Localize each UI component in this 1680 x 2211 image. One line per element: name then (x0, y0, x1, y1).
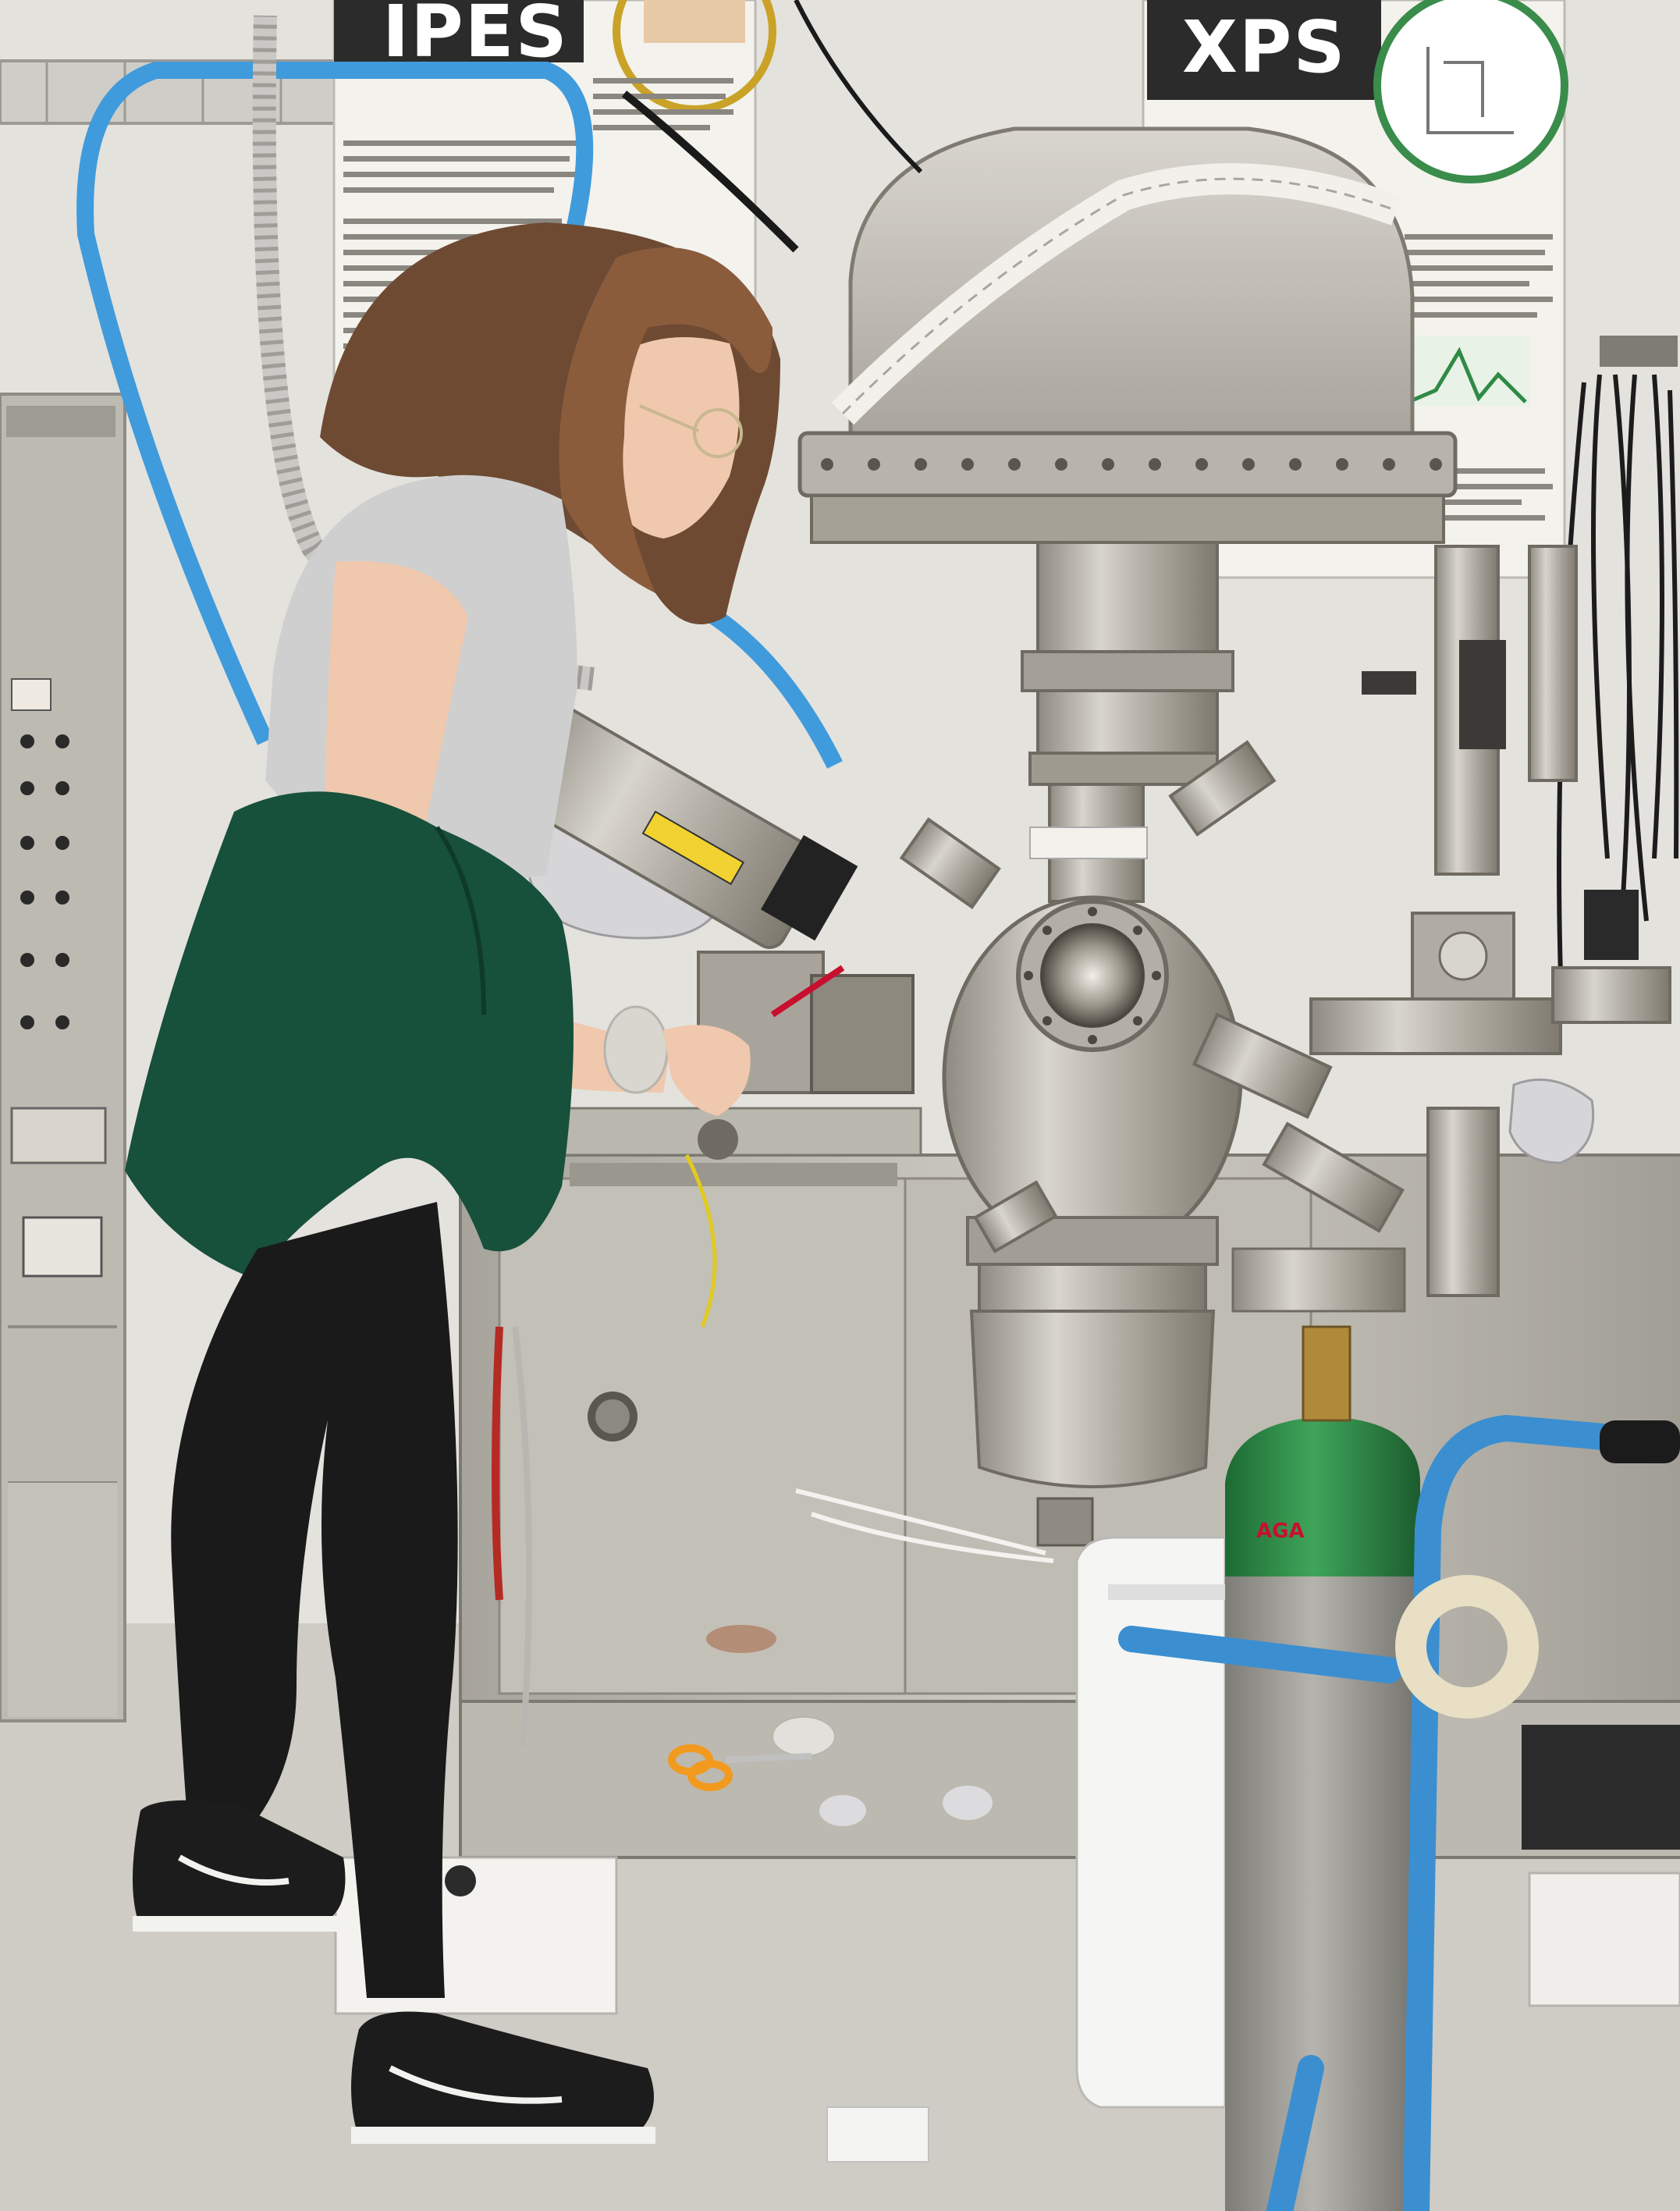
analyzer-dome (797, 126, 1458, 544)
gas-cylinder: AGA (1225, 1247, 1420, 2211)
xray-source (495, 698, 858, 949)
floor-items (334, 1536, 1680, 2163)
cylinder-label: AGA (1256, 1520, 1305, 1543)
scissors-icon (668, 1744, 812, 1791)
person (125, 222, 780, 2144)
electronics-rack (0, 393, 126, 1722)
sample-stage (697, 951, 915, 1160)
wall-hook (1600, 336, 1678, 367)
work-table (560, 1107, 922, 1157)
vacuum-chamber (899, 541, 1671, 1547)
poster-ipes-title: IPES (382, 0, 569, 73)
tape-roll (1395, 1575, 1539, 1719)
cylinder-cart (1118, 1414, 1652, 2211)
poster-xps-title: XPS (1182, 5, 1347, 89)
cart-handle-grip (1600, 1420, 1680, 1463)
